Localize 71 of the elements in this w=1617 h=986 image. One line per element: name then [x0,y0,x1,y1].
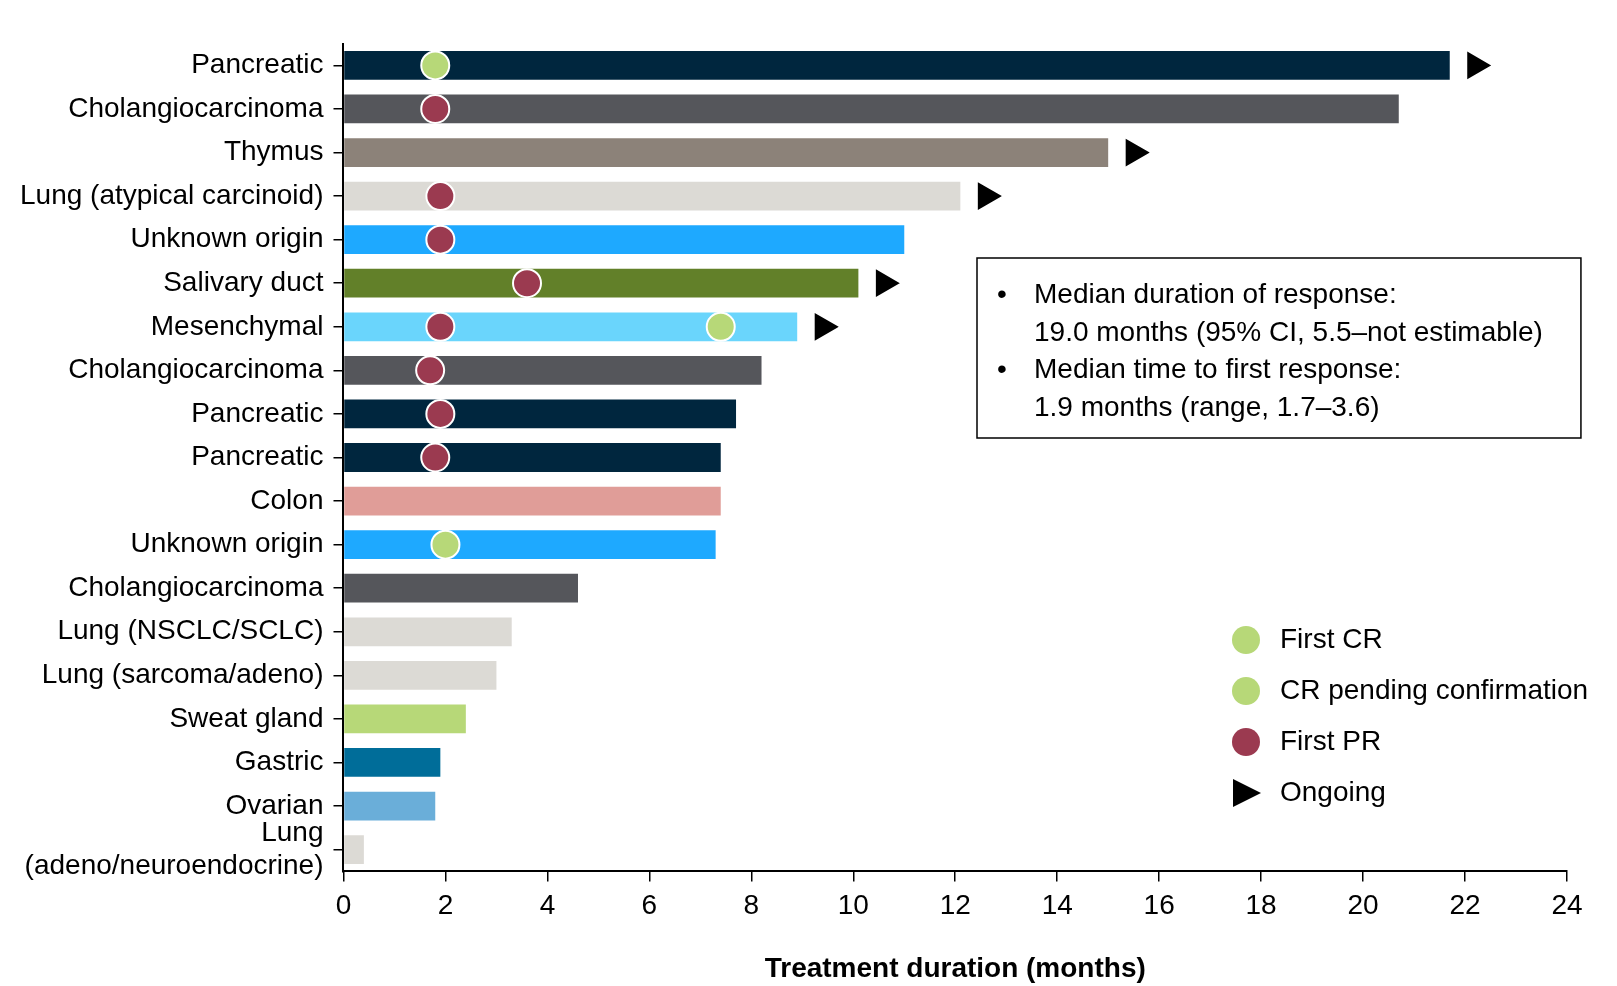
x-tick-label: 6 [641,888,658,920]
point [425,224,456,255]
point [512,268,543,299]
y-tick-label: Lung (atypical carcinoid) [19,178,324,210]
point [1467,52,1491,79]
bar [344,51,1450,80]
x-axis-title: Treatment duration (months) [764,951,1146,983]
x-tick-label: 0 [335,888,352,920]
y-tick-label: Pancreatic [191,396,324,428]
y-tick-label: Gastric [234,745,324,777]
x-tick-label: 10 [837,888,869,920]
y-tick-label: Pancreatic [191,48,324,80]
bar [344,181,961,211]
bar [344,225,905,255]
bar [344,443,721,472]
bar [344,791,436,821]
bar [344,748,441,777]
point [977,182,1001,210]
point [420,442,451,473]
bar [344,399,737,429]
legend-label: First CR [1280,622,1383,654]
y-tick-label: Lung (NSCLC/SCLC) [57,614,324,646]
x-tick-label: 20 [1347,888,1379,920]
bar [344,573,578,603]
point [415,355,446,386]
y-tick-label: Sweat gland [169,701,324,733]
point [420,50,451,81]
point [425,398,456,429]
point [705,311,736,342]
y-tick-label: Cholangiocarcinoma [68,91,324,123]
bar [344,355,762,385]
point [875,270,899,297]
bar [344,835,364,864]
point [430,529,461,560]
y-tick-label: Cholangiocarcinoma [68,570,324,602]
y-tick-label: Mesenchymal [150,309,324,341]
x-tick-label: 8 [743,888,760,920]
y-tick-label: Salivary duct [163,265,324,297]
x-tick-label: 24 [1551,888,1583,920]
y-tick-label: Pancreatic [191,440,324,472]
x-tick-label: 4 [539,888,556,920]
x-tick-label: 2 [437,888,454,920]
annotation: • Median time to first response: 1.9 months (range, 1.7–3.6) [997,353,1402,422]
bar [344,617,512,647]
bar [344,94,1399,124]
y-tick-label: Lung (sarcoma/adeno) [41,658,324,690]
x-tick-label: 22 [1449,888,1481,920]
x-tick-label: 14 [1041,888,1073,920]
bar [344,704,466,734]
x-tick-label: 16 [1143,888,1175,920]
bar [344,268,859,298]
point [425,181,456,212]
y-tick-label: Unknown origin [130,222,324,254]
point [420,93,451,124]
bar [344,138,1109,167]
point [814,313,838,340]
bar [344,486,721,516]
y-tick-label: Colon [250,483,324,515]
bar [344,660,497,690]
point [425,311,456,342]
bar [344,530,716,560]
y-tick-label: Cholangiocarcinoma [68,353,324,385]
x-tick-label: 12 [939,888,971,920]
y-tick-label: Unknown origin [130,527,324,559]
legend-label: CR pending confirmation [1280,673,1589,705]
legend-label: First PR [1280,724,1382,756]
annotation: • Median duration of response: 19.0 months (95% CI, 5.5–not estimable) [997,278,1543,347]
x-tick-label: 18 [1245,888,1277,920]
point [1125,139,1149,166]
legend-label: Ongoing [1280,775,1386,807]
y-tick-label: Thymus [223,135,324,167]
